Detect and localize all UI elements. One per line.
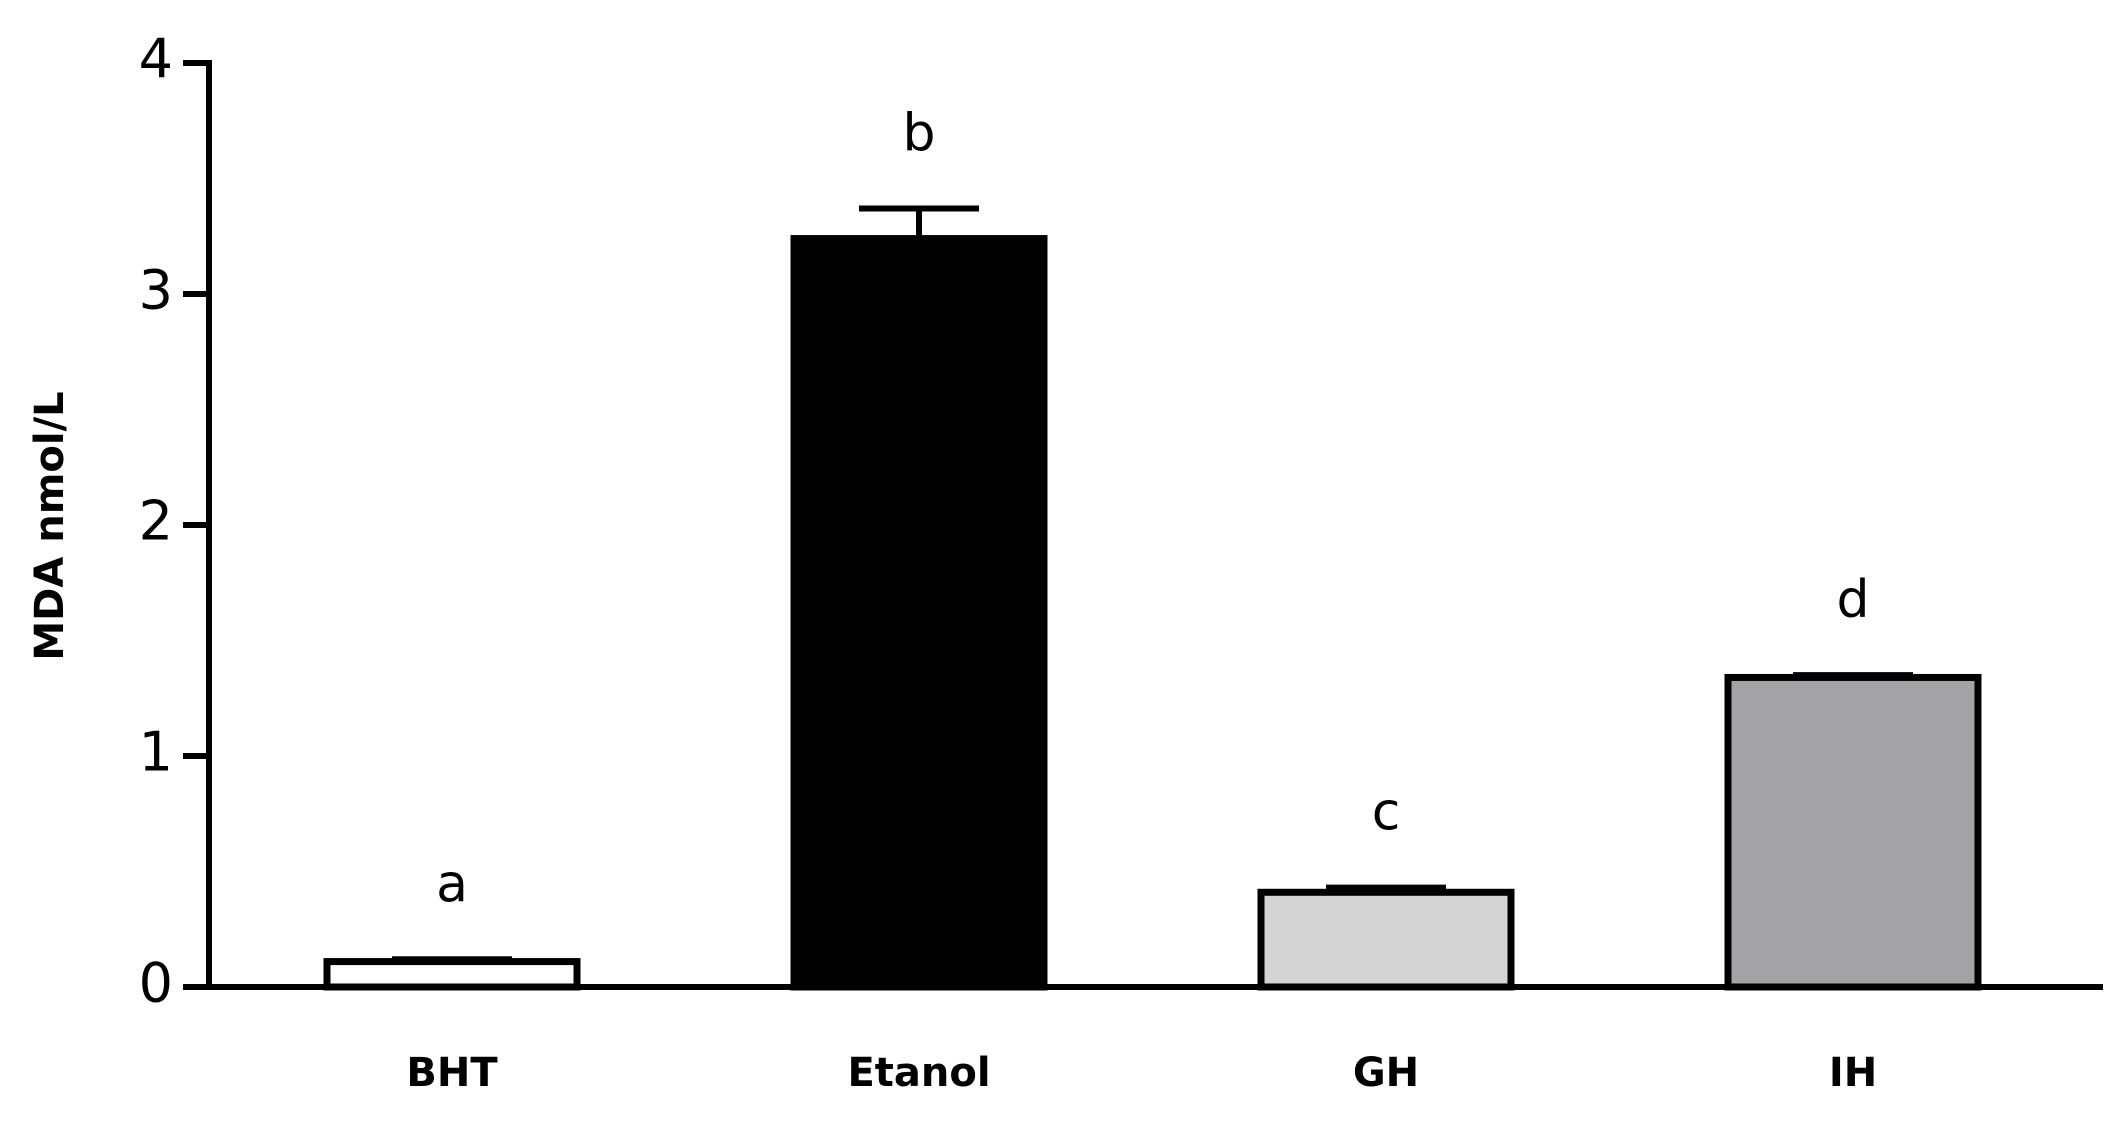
annotation: b [902, 104, 935, 164]
annotation: d [1836, 570, 1869, 630]
bar [1257, 888, 1515, 991]
x-tick-label: IH [1829, 1050, 1877, 1096]
annotation: c [1372, 783, 1401, 843]
bar [323, 958, 581, 991]
y-axis-label: MDA nmol/L [27, 391, 73, 660]
bar [1724, 673, 1982, 991]
x-tick-label: BHT [406, 1050, 498, 1096]
x-tick-label: Etanol [847, 1050, 990, 1096]
y-tick-label: 3 [139, 259, 173, 322]
y-tick-label: 0 [139, 952, 173, 1015]
bar [790, 235, 1048, 991]
y-tick-label: 4 [139, 28, 173, 91]
annotation: a [436, 854, 468, 914]
x-tick-label: GH [1353, 1050, 1419, 1096]
y-tick-label: 1 [139, 721, 173, 784]
y-tick-label: 2 [139, 490, 173, 553]
